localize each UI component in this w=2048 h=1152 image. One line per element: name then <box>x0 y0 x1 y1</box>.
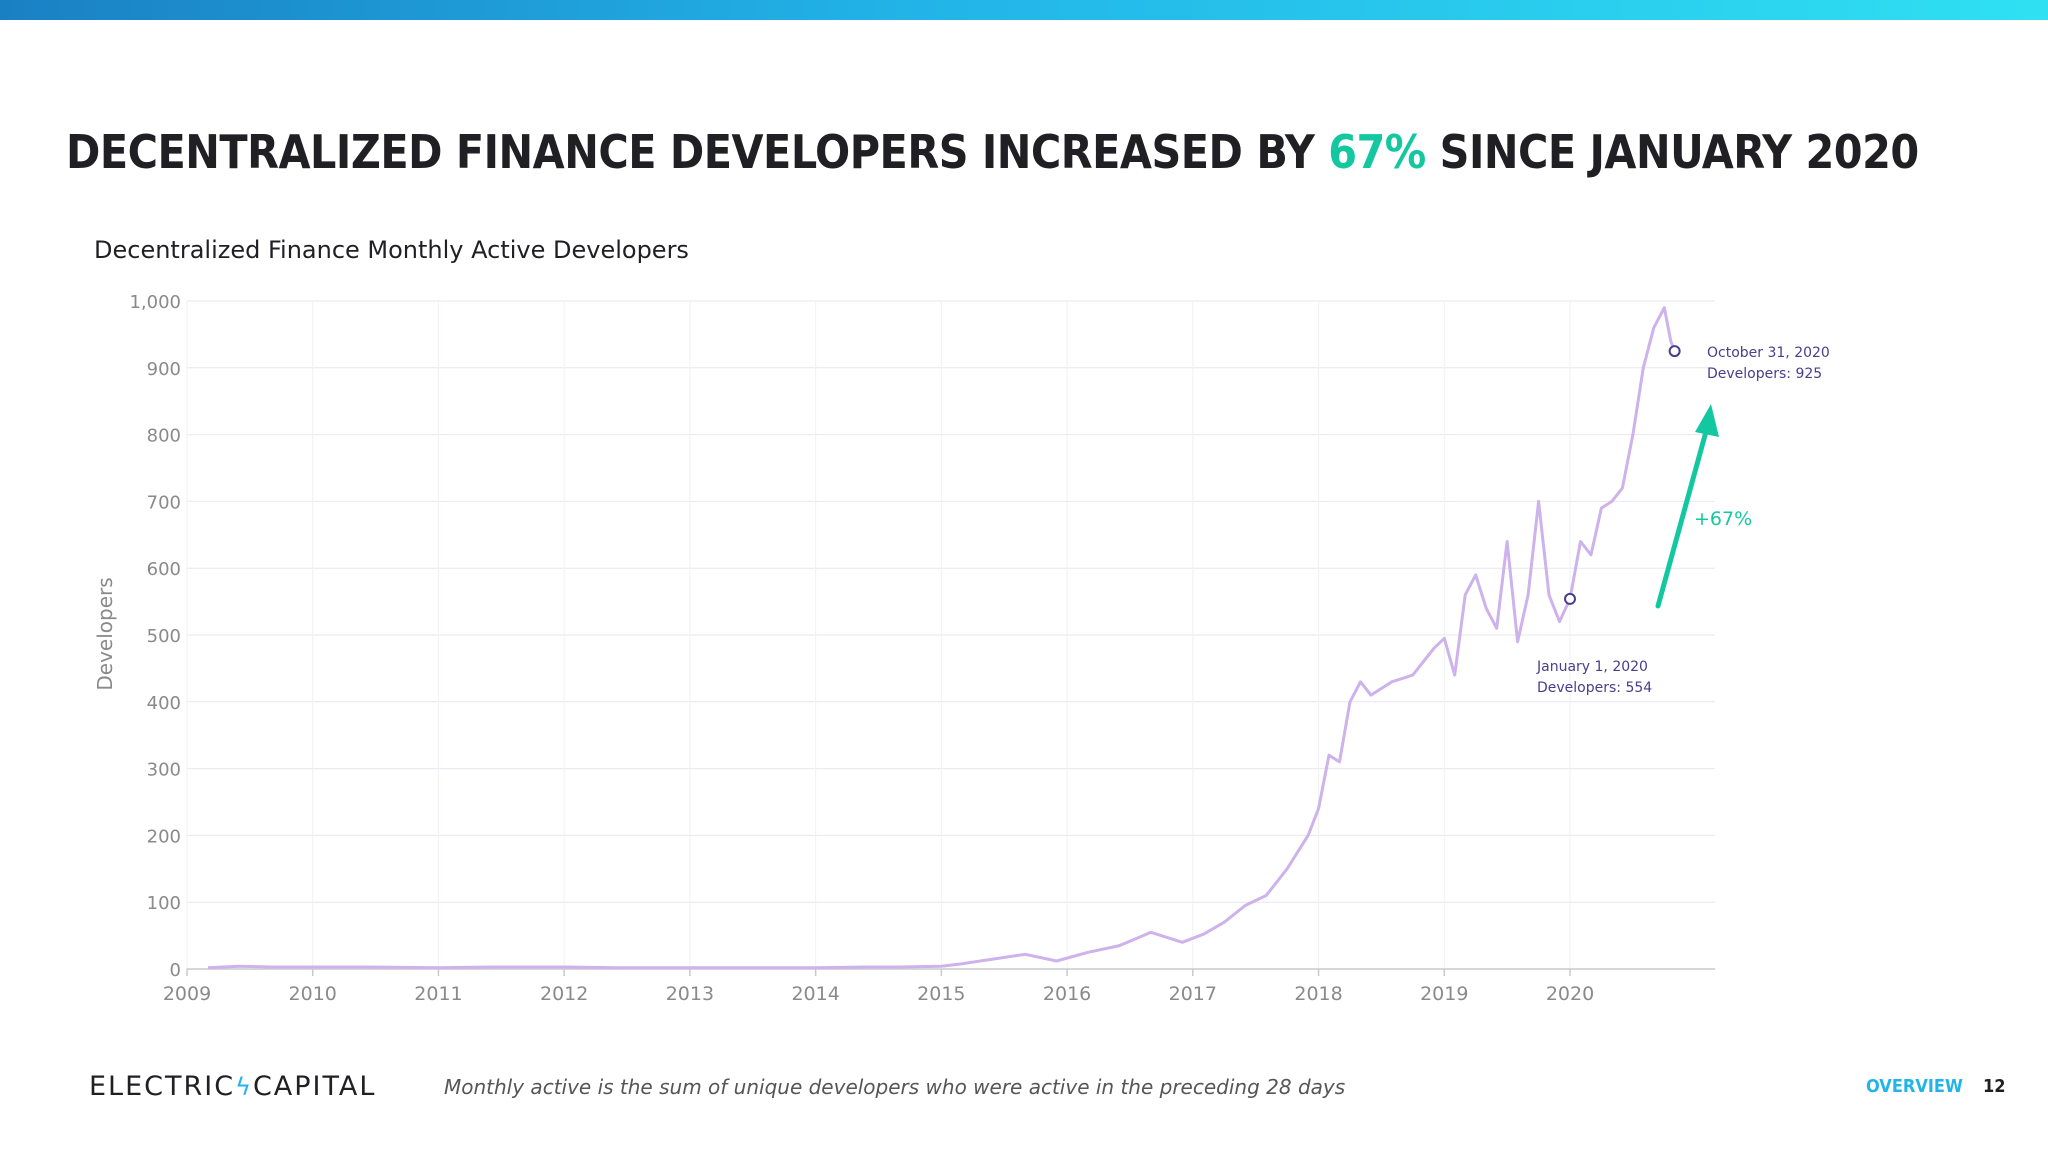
y-tick-label: 100 <box>147 893 181 914</box>
annotation-oct-2020-value: Developers: 925 <box>1707 366 1822 382</box>
growth-arrow <box>1655 425 1710 609</box>
annotation-oct-2020-date: October 31, 2020 <box>1707 345 1830 361</box>
y-tick-label: 0 <box>170 960 181 981</box>
marker-oct-2020 <box>1668 345 1681 358</box>
annotation-jan-2020: January 1, 2020 Developers: 554 <box>1536 659 1652 696</box>
x-tick-label: 2012 <box>540 983 588 1005</box>
x-tick-label: 2019 <box>1420 983 1468 1005</box>
annotation-markers <box>1564 345 1681 605</box>
y-tick-label: 400 <box>147 693 181 714</box>
x-tick-label: 2011 <box>414 983 462 1005</box>
y-tick-label: 1,000 <box>129 292 181 313</box>
x-tick-label: 2010 <box>289 983 337 1005</box>
x-tick-label: 2014 <box>791 983 839 1005</box>
title-highlight: 67% <box>1328 125 1426 179</box>
y-tick-label: 300 <box>147 760 181 781</box>
y-tick-label: 200 <box>147 826 181 847</box>
section-link[interactable]: OVERVIEW <box>1866 1076 1963 1097</box>
annotation-jan-2020-value: Developers: 554 <box>1537 680 1652 696</box>
y-axis-label: Developers <box>93 577 117 690</box>
logo-text-left: ELECTRIC <box>89 1071 236 1102</box>
x-tick-label: 2017 <box>1169 983 1217 1005</box>
change-label: +67% <box>1694 508 1752 530</box>
page-title: DECENTRALIZED FINANCE DEVELOPERS INCREAS… <box>66 122 1919 182</box>
y-tick-label: 600 <box>147 559 181 580</box>
y-tick-label: 800 <box>147 426 181 447</box>
chart-title: Decentralized Finance Monthly Active Dev… <box>94 236 689 264</box>
title-prefix: DECENTRALIZED FINANCE DEVELOPERS INCREAS… <box>66 125 1329 179</box>
title-suffix: SINCE JANUARY 2020 <box>1425 125 1920 179</box>
x-tick-label: 2016 <box>1043 983 1091 1005</box>
y-tick-label: 900 <box>147 359 181 380</box>
y-tick-label: 700 <box>147 492 181 513</box>
y-axis-ticks: 0 100 200 300 400 500 600 700 800 900 1,000 <box>129 292 181 981</box>
electric-capital-logo: ELECTRICϟCAPITAL <box>89 1071 376 1102</box>
page-number: 12 <box>1983 1076 2006 1097</box>
y-tick-label: 500 <box>147 626 181 647</box>
x-tick-label: 2020 <box>1546 983 1594 1005</box>
x-tick-label: 2009 <box>163 983 211 1005</box>
x-tick-label: 2015 <box>917 983 965 1005</box>
x-axis-ticks: 2009 2010 2011 2012 2013 2014 2015 2016 2017 2018… <box>163 968 1715 1005</box>
footnote: Monthly active is the sum of unique deve… <box>444 1075 1346 1099</box>
growth-arrowhead <box>1695 404 1719 437</box>
logo-text-right: CAPITAL <box>252 1071 377 1102</box>
marker-jan-2020 <box>1564 592 1576 605</box>
x-tick-label: 2013 <box>666 983 714 1005</box>
grid-lines <box>186 300 1715 970</box>
annotation-jan-2020-date: January 1, 2020 <box>1536 659 1648 675</box>
annotation-oct-2020: October 31, 2020 Developers: 925 <box>1707 345 1830 382</box>
series-line <box>207 306 1677 970</box>
bolt-icon: ϟ <box>235 1073 253 1101</box>
x-tick-label: 2018 <box>1294 983 1342 1005</box>
top-accent-bar <box>0 0 2048 20</box>
